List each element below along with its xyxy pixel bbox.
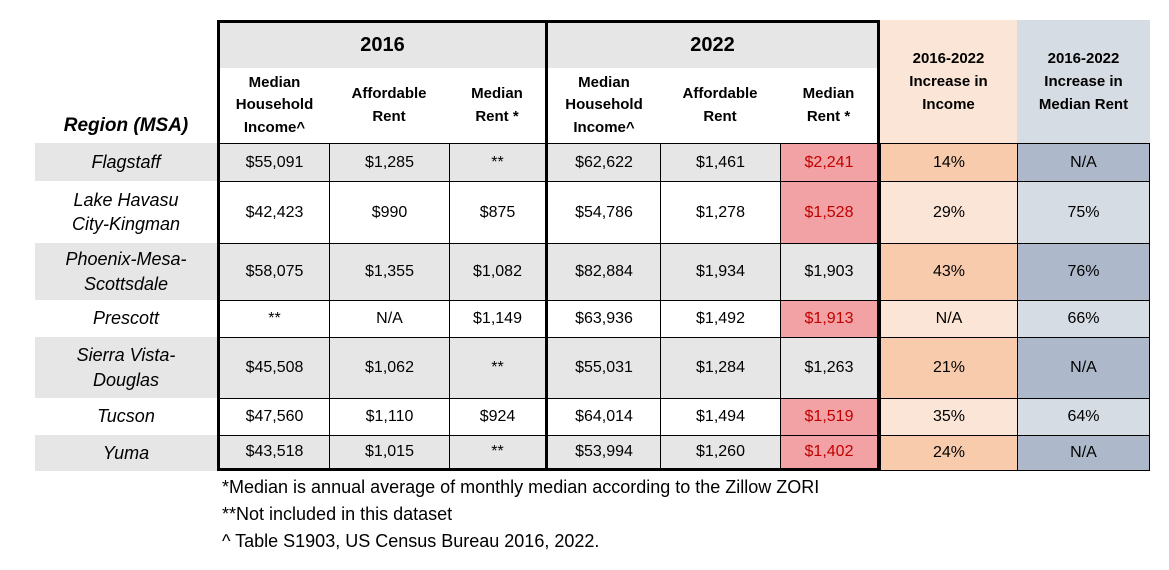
cell-income-increase: 29% [880, 181, 1017, 243]
cell-2022-affordable-rent: $1,494 [660, 398, 780, 435]
column-header-2016-median-rent: Median Rent * [449, 68, 545, 143]
column-header-2022-median-rent: Median Rent * [780, 68, 880, 143]
region-name: Phoenix-Mesa-Scottsdale [35, 243, 217, 300]
cell-2022-income: $53,994 [545, 435, 660, 471]
cell-2016-affordable-rent: $1,110 [329, 398, 449, 435]
cell-2022-income: $82,884 [545, 243, 660, 300]
cell-2022-income: $63,936 [545, 300, 660, 337]
cell-rent-increase: 75% [1017, 181, 1150, 243]
region-name: Prescott [92, 308, 160, 329]
cell-2016-income: $47,560 [217, 398, 329, 435]
column-header-2016-income: Median Household Income^ [217, 68, 329, 143]
region-name: Tucson [97, 406, 155, 427]
cell-rent-increase: 64% [1017, 398, 1150, 435]
cell-2022-median-rent-alert: $1,528 [780, 181, 880, 243]
cell-rent-increase: N/A [1017, 337, 1150, 398]
cell-2022-median-rent-alert: $1,402 [780, 435, 880, 471]
cell-income-increase: 14% [880, 143, 1017, 181]
cell-2022-affordable-rent: $1,260 [660, 435, 780, 471]
cell-rent-increase: 76% [1017, 243, 1150, 300]
cell-2022-affordable-rent: $1,492 [660, 300, 780, 337]
cell-2016-affordable-rent: $1,285 [329, 143, 449, 181]
cell-2022-affordable-rent: $1,278 [660, 181, 780, 243]
cell-2022-affordable-rent: $1,934 [660, 243, 780, 300]
cell-income-increase: 21% [880, 337, 1017, 398]
rent-increase-column-header: 2016-2022 Increase in Median Rent [1017, 20, 1150, 143]
cell-2016-median-rent: $924 [449, 398, 545, 435]
footnote-census-source: ^ Table S1903, US Census Bureau 2016, 20… [222, 531, 600, 551]
region-name: Yuma [35, 435, 217, 471]
column-header-2016-affordable-rent: Affordable Rent [329, 68, 449, 143]
cell-income-increase: 43% [880, 243, 1017, 300]
column-header-2022-affordable-rent: Affordable Rent [660, 68, 780, 143]
cell-2022-median-rent-alert: $1,519 [780, 398, 880, 435]
cell-2022-median-rent-alert: $1,913 [780, 300, 880, 337]
cell-2022-income: $55,031 [545, 337, 660, 398]
cell-2016-median-rent: ** [449, 337, 545, 398]
cell-2022-affordable-rent: $1,461 [660, 143, 780, 181]
column-header-2022-income: Median Household Income^ [545, 68, 660, 143]
cell-2016-median-rent: ** [449, 435, 545, 471]
cell-2022-affordable-rent: $1,284 [660, 337, 780, 398]
cell-2016-affordable-rent: $1,015 [329, 435, 449, 471]
cell-2016-affordable-rent: $1,062 [329, 337, 449, 398]
cell-2016-median-rent: $1,149 [449, 300, 545, 337]
region-name: Flagstaff [35, 143, 217, 181]
cell-2016-median-rent: $875 [449, 181, 545, 243]
cell-2016-income: $42,423 [217, 181, 329, 243]
region-name: Sierra Vista-Douglas [35, 337, 217, 398]
cell-2016-median-rent: $1,082 [449, 243, 545, 300]
footnote-median-zori: *Median is annual average of monthly med… [222, 477, 820, 497]
cell-income-increase: 35% [880, 398, 1017, 435]
cell-rent-increase: 66% [1017, 300, 1150, 337]
cell-2016-income: $55,091 [217, 143, 329, 181]
cell-2022-income: $54,786 [545, 181, 660, 243]
group-header-2022: 2022 [545, 20, 880, 68]
cell-2022-median-rent-alert: $2,241 [780, 143, 880, 181]
region-column-header: Region (MSA) [63, 115, 189, 136]
cell-2016-affordable-rent: $990 [329, 181, 449, 243]
cell-2016-income: ** [217, 300, 329, 337]
cell-2016-income: $45,508 [217, 337, 329, 398]
cell-2022-median-rent: $1,263 [780, 337, 880, 398]
rent-affordability-table: Region (MSA) 2016 2022 2016-2022 Increas… [35, 20, 1150, 471]
cell-2022-median-rent: $1,903 [780, 243, 880, 300]
cell-rent-increase: N/A [1017, 143, 1150, 181]
cell-2016-income: $58,075 [217, 243, 329, 300]
cell-2022-income: $62,622 [545, 143, 660, 181]
cell-income-increase: 24% [880, 435, 1017, 471]
income-increase-column-header: 2016-2022 Increase in Income [880, 20, 1017, 143]
footnotes: *Median is annual average of monthly med… [222, 474, 819, 555]
region-name: Lake Havasu City-Kingman [71, 189, 181, 234]
group-header-2016: 2016 [217, 20, 545, 68]
cell-2016-affordable-rent: N/A [329, 300, 449, 337]
footnote-not-included: **Not included in this dataset [222, 504, 453, 524]
cell-2016-income: $43,518 [217, 435, 329, 471]
cell-income-increase: N/A [880, 300, 1017, 337]
cell-2016-median-rent: ** [449, 143, 545, 181]
cell-rent-increase: N/A [1017, 435, 1150, 471]
cell-2016-affordable-rent: $1,355 [329, 243, 449, 300]
cell-2022-income: $64,014 [545, 398, 660, 435]
